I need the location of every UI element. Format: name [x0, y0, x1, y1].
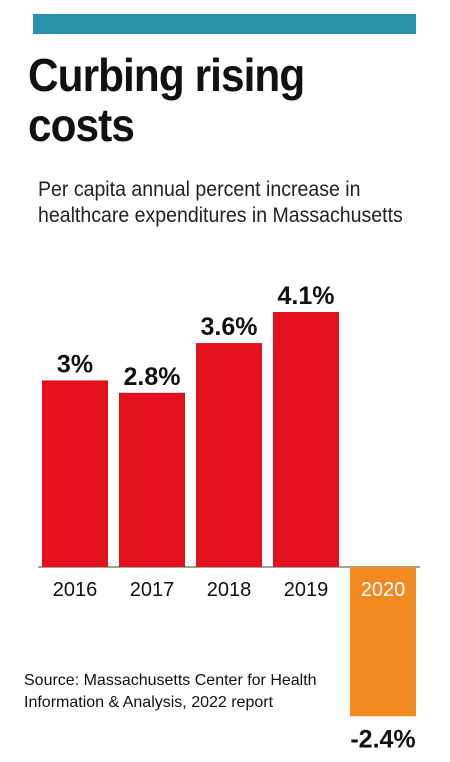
value-label-2019: 4.1% [278, 282, 335, 310]
source-note: Source: Massachusetts Center for Health … [24, 672, 317, 711]
bar-2016 [42, 380, 108, 567]
value-label-2020: -2.4% [350, 725, 415, 753]
category-label-2019: 2019 [284, 579, 329, 601]
bar-2018 [196, 343, 262, 567]
chart-title: Curbing rising costs [28, 49, 305, 151]
category-label-2018: 2018 [207, 579, 252, 601]
chart-subtitle: Per capita annual percent increase in he… [38, 178, 403, 227]
category-label-2020: 2020 [361, 579, 406, 601]
bar-2017 [119, 392, 185, 567]
value-label-2018: 3.6% [201, 313, 258, 341]
value-label-2017: 2.8% [124, 363, 181, 391]
value-label-2016: 3% [57, 350, 93, 378]
header-band [33, 14, 416, 34]
bar-2019 [273, 311, 339, 567]
category-label-2017: 2017 [130, 579, 175, 601]
bar-2020 [350, 567, 416, 717]
category-label-2016: 2016 [53, 579, 98, 601]
